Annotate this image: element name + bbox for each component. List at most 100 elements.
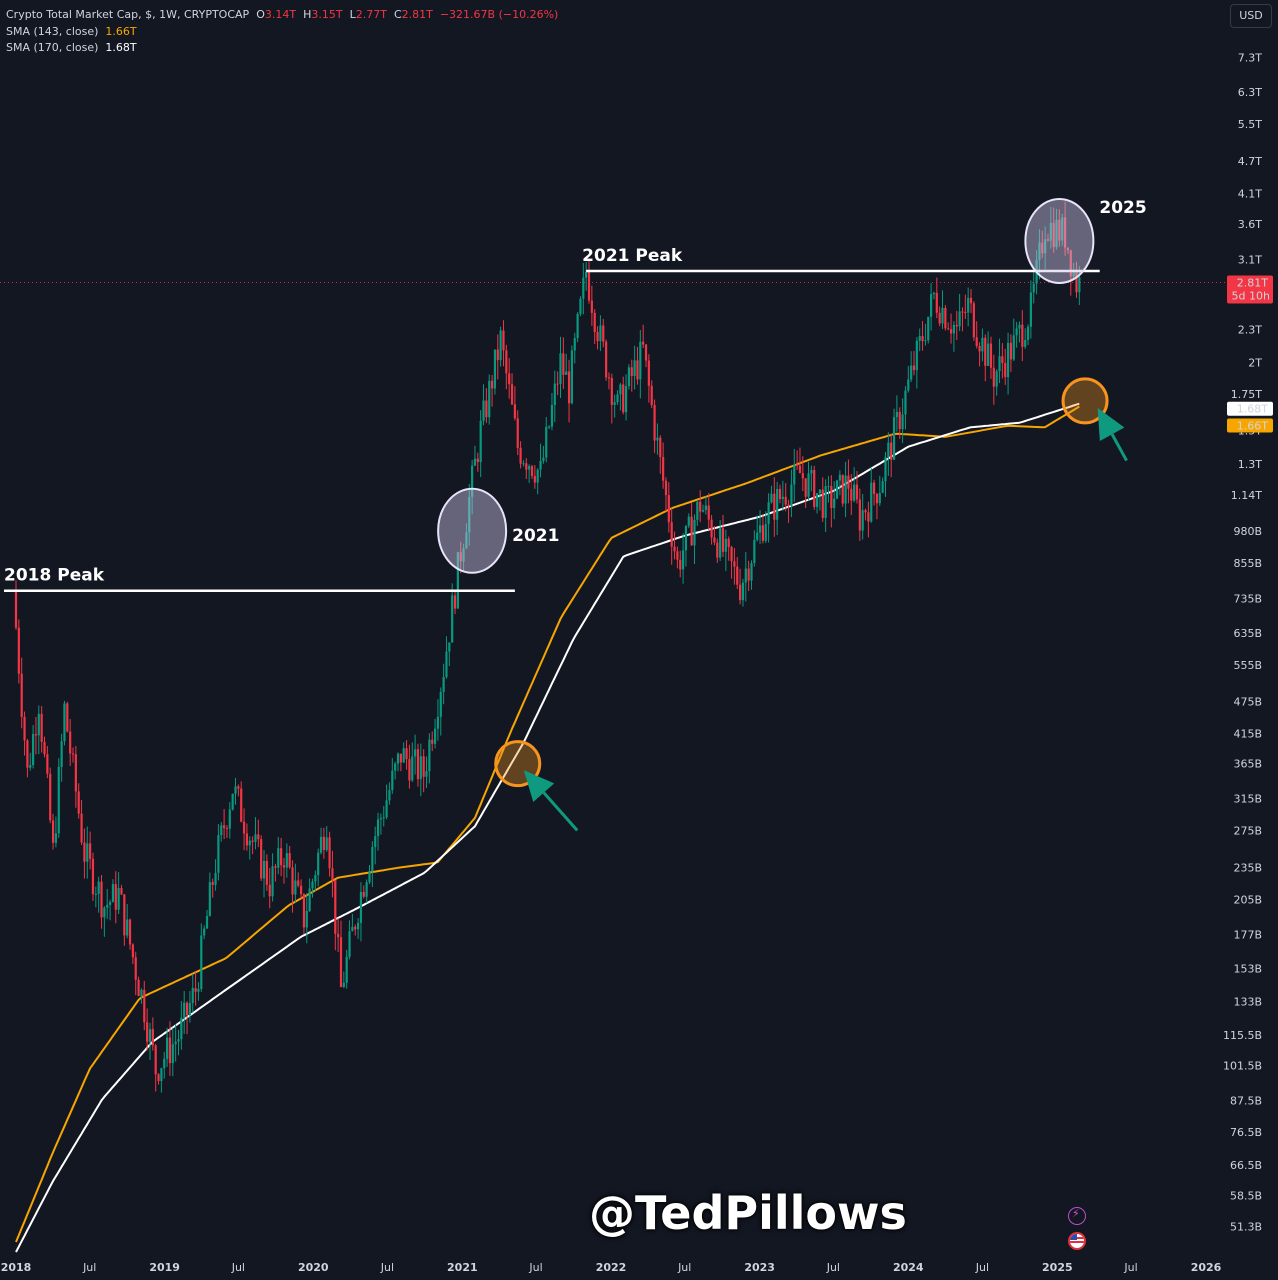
candle-body — [402, 748, 405, 763]
sma170-label: SMA (170, close) — [6, 41, 99, 54]
candle — [365, 879, 368, 904]
candle — [793, 448, 796, 502]
candle-body — [456, 552, 459, 609]
candle — [314, 870, 317, 892]
lightning-icon[interactable] — [1068, 1207, 1086, 1225]
candle — [80, 800, 83, 845]
candle-body — [208, 882, 211, 916]
candle — [337, 918, 340, 952]
candle — [673, 531, 676, 560]
candle-body — [203, 928, 206, 936]
price-tick-label: 115.5B — [1223, 1029, 1262, 1042]
candle-body — [103, 907, 106, 918]
candle-body — [627, 367, 631, 387]
candle-body — [727, 538, 730, 547]
sma143-label: SMA (143, close) — [6, 24, 99, 38]
candle — [719, 520, 722, 561]
candle — [1001, 343, 1004, 379]
candle — [590, 285, 593, 326]
candle-body — [317, 852, 320, 876]
time-tick-label: Jul — [826, 1261, 840, 1274]
price-tick-label: 555B — [1233, 659, 1262, 672]
candle — [1069, 249, 1072, 296]
price-tick-label: 365B — [1233, 758, 1262, 771]
candle-body — [339, 937, 343, 987]
candle-body — [174, 1041, 177, 1045]
candle-body — [904, 390, 907, 415]
candle — [553, 370, 556, 423]
candle — [502, 320, 505, 367]
candle-body — [425, 771, 428, 777]
candle — [901, 398, 904, 443]
currency-button[interactable]: USD — [1230, 4, 1272, 28]
candle — [428, 733, 431, 784]
candle-body — [684, 525, 688, 551]
candle-body — [519, 447, 522, 464]
candle — [864, 508, 867, 521]
candle — [727, 536, 730, 561]
time-axis[interactable]: 2018 Jul 2019 Jul 2020 Jul 2021 Jul 2022 Jul 2023 J… — [1, 1261, 1222, 1274]
candle — [744, 552, 747, 602]
candle — [319, 827, 323, 855]
candle — [214, 859, 217, 891]
candle-body — [436, 716, 440, 729]
candle-body — [220, 825, 223, 836]
candle — [1026, 324, 1030, 346]
candle-body — [17, 627, 20, 674]
candle-body — [299, 885, 303, 895]
candle-body — [855, 484, 859, 500]
us-flag-icon[interactable] — [1068, 1232, 1086, 1250]
candle — [622, 376, 625, 415]
candle-body — [354, 926, 357, 930]
candle-body — [750, 563, 753, 581]
candle-body — [254, 834, 257, 842]
candle — [291, 860, 294, 913]
candle — [311, 878, 314, 898]
candle-body — [1078, 277, 1081, 293]
price-tick-label: 3.6T — [1238, 218, 1262, 231]
sma170-row[interactable]: SMA (170, close) 1.68T — [6, 40, 558, 57]
candle — [556, 371, 559, 396]
candle — [468, 483, 471, 546]
candle — [687, 513, 690, 529]
candle-body — [872, 482, 876, 495]
candle-body — [667, 495, 670, 523]
candle-body — [593, 312, 596, 333]
candle — [892, 408, 896, 461]
sma143-row[interactable]: SMA (143, close) 1.66T — [6, 24, 558, 41]
candle-body — [157, 1074, 160, 1082]
candle-body — [1015, 328, 1018, 336]
candle-body — [362, 891, 365, 897]
candle — [756, 515, 759, 542]
arrow-shaft — [542, 791, 579, 832]
price-tick-label: 980B — [1233, 525, 1262, 538]
candle-body — [639, 341, 642, 380]
candle-body — [14, 590, 18, 628]
candle-body — [821, 489, 824, 518]
candle — [510, 373, 514, 406]
symbol-title[interactable]: Crypto Total Market Cap, $, 1W, CRYPTOCA… — [6, 8, 250, 21]
candle — [194, 971, 197, 1006]
candle-body — [553, 383, 556, 405]
candle — [382, 805, 385, 827]
candle — [128, 918, 132, 950]
candle — [619, 382, 622, 411]
candle-body — [54, 833, 58, 843]
candle-body — [382, 817, 385, 819]
candle-body — [912, 365, 916, 371]
time-tick-label: 2021 — [447, 1261, 478, 1274]
candle — [43, 736, 46, 758]
candle — [642, 324, 645, 349]
candle-body — [126, 919, 129, 936]
candle — [197, 982, 200, 1001]
candle-body — [607, 377, 611, 379]
candle-body — [302, 894, 306, 928]
candle — [562, 337, 565, 389]
price-axis[interactable]: 8.5T7.3T6.3T5.5T4.7T4.1T3.6T3.1T2.3T2T1.… — [1223, 15, 1262, 1233]
candle — [396, 752, 400, 772]
candle-body — [736, 566, 739, 585]
candle — [46, 745, 49, 779]
candle-body — [798, 465, 802, 474]
